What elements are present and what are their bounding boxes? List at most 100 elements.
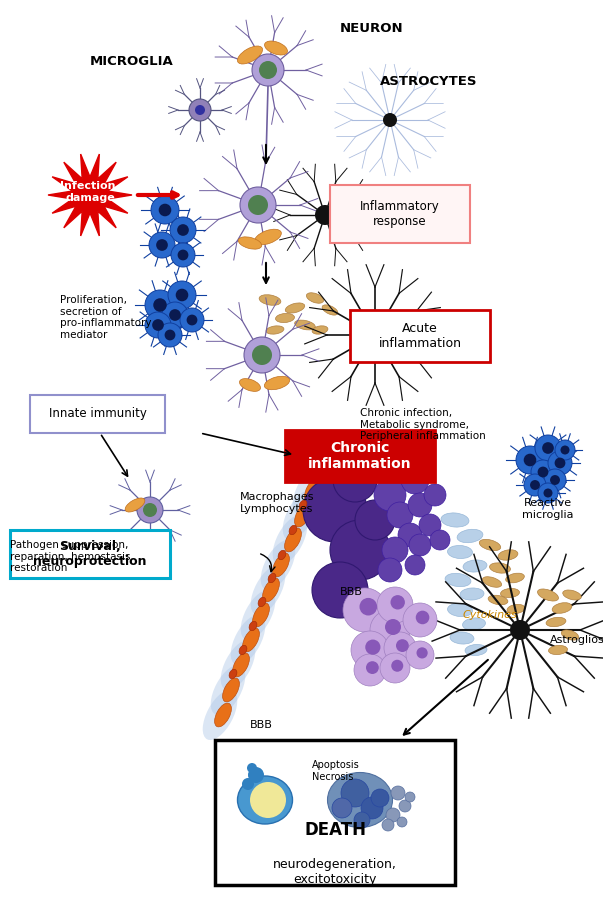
Circle shape [351, 631, 389, 669]
Circle shape [365, 639, 380, 655]
Circle shape [530, 480, 540, 490]
Circle shape [561, 445, 569, 454]
Circle shape [548, 451, 572, 475]
Circle shape [397, 817, 407, 827]
Circle shape [377, 587, 413, 623]
Circle shape [178, 250, 188, 260]
Circle shape [247, 763, 257, 773]
Ellipse shape [264, 376, 289, 390]
Text: Survival,
neuroprotection: Survival, neuroprotection [33, 540, 147, 568]
Circle shape [405, 792, 415, 802]
Circle shape [365, 325, 385, 345]
Ellipse shape [125, 498, 145, 512]
Ellipse shape [482, 577, 502, 587]
Circle shape [168, 281, 196, 309]
Text: Proliferation,
secretion of
pro-inflammatory
mediator: Proliferation, secretion of pro-inflamma… [60, 295, 151, 339]
Circle shape [383, 113, 397, 127]
Circle shape [430, 530, 450, 550]
Ellipse shape [450, 632, 474, 644]
Ellipse shape [276, 313, 294, 322]
Ellipse shape [263, 578, 279, 602]
Ellipse shape [305, 478, 321, 502]
Ellipse shape [552, 603, 572, 613]
Ellipse shape [289, 525, 297, 534]
FancyBboxPatch shape [215, 740, 455, 885]
Circle shape [543, 489, 552, 497]
Ellipse shape [561, 629, 579, 640]
Ellipse shape [490, 563, 510, 573]
Ellipse shape [292, 465, 327, 515]
Circle shape [170, 217, 196, 243]
Ellipse shape [215, 703, 232, 726]
Ellipse shape [285, 528, 302, 552]
Circle shape [516, 446, 544, 474]
Circle shape [359, 598, 377, 615]
Text: MICROGLIA: MICROGLIA [90, 55, 174, 68]
Ellipse shape [223, 678, 239, 702]
Ellipse shape [238, 237, 262, 249]
Ellipse shape [441, 513, 469, 527]
Ellipse shape [278, 550, 286, 559]
Ellipse shape [260, 540, 295, 590]
Circle shape [153, 298, 167, 312]
Ellipse shape [231, 615, 265, 665]
Circle shape [159, 204, 171, 216]
Circle shape [240, 187, 276, 223]
Circle shape [143, 503, 157, 517]
Circle shape [544, 469, 566, 491]
Circle shape [361, 797, 383, 819]
Circle shape [523, 453, 536, 466]
Ellipse shape [507, 604, 525, 613]
Circle shape [555, 440, 575, 460]
Ellipse shape [238, 776, 292, 824]
Circle shape [354, 654, 386, 686]
Polygon shape [48, 154, 132, 236]
Circle shape [165, 330, 175, 340]
Circle shape [152, 319, 164, 330]
Ellipse shape [306, 293, 324, 304]
Ellipse shape [312, 326, 328, 334]
Circle shape [252, 54, 284, 86]
Ellipse shape [479, 540, 500, 550]
Circle shape [259, 61, 277, 79]
Ellipse shape [285, 303, 305, 313]
Ellipse shape [460, 588, 484, 600]
Circle shape [315, 205, 335, 225]
FancyBboxPatch shape [330, 185, 470, 243]
Circle shape [175, 288, 188, 302]
Ellipse shape [447, 545, 473, 559]
Ellipse shape [447, 603, 473, 617]
Circle shape [333, 458, 377, 502]
Text: BBB: BBB [340, 587, 363, 597]
Circle shape [550, 475, 560, 485]
Circle shape [355, 500, 395, 540]
Ellipse shape [506, 573, 525, 583]
Ellipse shape [563, 590, 581, 600]
Circle shape [538, 467, 548, 478]
FancyBboxPatch shape [285, 430, 435, 482]
Circle shape [405, 555, 425, 575]
Circle shape [330, 520, 390, 580]
Circle shape [398, 523, 422, 547]
FancyBboxPatch shape [10, 530, 170, 578]
Circle shape [171, 243, 195, 267]
Circle shape [371, 789, 389, 807]
Ellipse shape [239, 646, 247, 655]
Text: Pathogen suppression,
reparation, hemostasis
restoration: Pathogen suppression, reparation, hemost… [10, 540, 130, 573]
Ellipse shape [500, 588, 519, 597]
Circle shape [382, 819, 394, 831]
Circle shape [151, 196, 179, 224]
Ellipse shape [465, 645, 487, 656]
Text: DEATH: DEATH [304, 821, 366, 839]
Circle shape [384, 632, 416, 664]
Text: Chronic
inflammation: Chronic inflammation [308, 441, 412, 471]
Circle shape [252, 345, 272, 365]
Circle shape [303, 478, 367, 542]
Ellipse shape [249, 621, 257, 630]
Circle shape [386, 808, 400, 822]
Circle shape [186, 314, 197, 325]
Text: Macrophages
Lymphocytes: Macrophages Lymphocytes [240, 492, 315, 514]
Ellipse shape [498, 550, 518, 560]
Text: Apoptosis
Necrosis: Apoptosis Necrosis [312, 760, 360, 781]
Text: Inflammatory
response: Inflammatory response [360, 200, 440, 228]
